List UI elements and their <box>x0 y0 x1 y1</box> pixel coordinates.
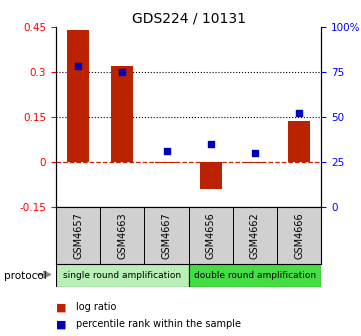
Text: GSM4656: GSM4656 <box>206 212 216 259</box>
Text: single round amplification: single round amplification <box>63 271 181 280</box>
Text: log ratio: log ratio <box>76 302 116 312</box>
Bar <box>67 30 89 162</box>
Point <box>164 148 169 154</box>
Bar <box>156 162 178 163</box>
Text: protocol: protocol <box>4 271 46 281</box>
Point <box>119 69 125 75</box>
FancyBboxPatch shape <box>188 264 321 287</box>
Text: percentile rank within the sample: percentile rank within the sample <box>76 319 241 329</box>
Bar <box>288 121 310 162</box>
Text: GSM4657: GSM4657 <box>73 212 83 259</box>
Bar <box>200 162 222 189</box>
Text: ■: ■ <box>56 302 66 312</box>
Text: ■: ■ <box>56 319 66 329</box>
Point <box>208 141 214 146</box>
Point <box>252 150 258 155</box>
Bar <box>111 66 133 162</box>
Point <box>296 111 302 116</box>
Bar <box>244 162 266 163</box>
Text: double round amplification: double round amplification <box>194 271 316 280</box>
Text: GSM4666: GSM4666 <box>294 212 304 258</box>
Text: GSM4662: GSM4662 <box>250 212 260 259</box>
Text: GSM4663: GSM4663 <box>117 212 127 258</box>
Text: GSM4667: GSM4667 <box>161 212 171 259</box>
Point <box>75 64 81 69</box>
Title: GDS224 / 10131: GDS224 / 10131 <box>132 12 245 26</box>
FancyBboxPatch shape <box>56 264 188 287</box>
